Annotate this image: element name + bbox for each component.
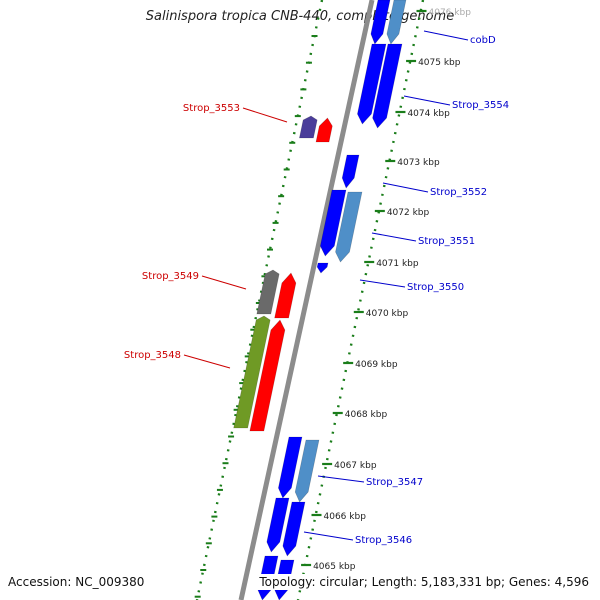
gene-label-strop_3547: Strop_3547 bbox=[366, 477, 423, 488]
gene-leader-line bbox=[183, 354, 231, 369]
kbp-label: 4076 kbp bbox=[429, 8, 472, 18]
gene-strop-3553 bbox=[315, 117, 333, 143]
gene-leader-line bbox=[382, 182, 429, 193]
gene-label-strop_3548: Strop_3548 bbox=[124, 350, 181, 361]
tick-track-left bbox=[195, 0, 324, 600]
gene-strop-3549-a bbox=[256, 269, 280, 315]
gene-cobD-b bbox=[386, 0, 407, 45]
gene-leader-line bbox=[403, 95, 451, 106]
gene-label-strop_3551: Strop_3551 bbox=[418, 236, 475, 247]
kbp-label: 4066 kbp bbox=[324, 512, 367, 522]
gene-strop-3551-a bbox=[320, 189, 347, 257]
gene-label-strop_3552: Strop_3552 bbox=[430, 187, 487, 198]
genome-backbone bbox=[238, 0, 375, 600]
gene-strop-3548-a bbox=[233, 315, 271, 429]
gene-strop-3546-a bbox=[266, 497, 290, 553]
gene-strop-3551 bbox=[335, 191, 363, 263]
gene-strop-3550 bbox=[316, 262, 329, 274]
gene-strop-3547 bbox=[294, 439, 320, 503]
tick-track-right bbox=[296, 0, 425, 600]
kbp-label: 4071 kbp bbox=[376, 259, 419, 269]
gene-strop-3554-a bbox=[357, 43, 387, 125]
gene-strop-3552 bbox=[341, 154, 360, 189]
gene-strop-3546 bbox=[282, 501, 306, 557]
gene-label-strop_3546: Strop_3546 bbox=[355, 535, 412, 546]
gene-strop-3553-a bbox=[299, 115, 318, 139]
gene-leader-line bbox=[423, 30, 469, 41]
kbp-label: 4068 kbp bbox=[345, 410, 388, 420]
kbp-label: 4074 kbp bbox=[407, 109, 450, 119]
gene-label-strop_3554: Strop_3554 bbox=[452, 100, 509, 111]
topology-label: Topology: circular; Length: 5,183,331 bp… bbox=[256, 574, 592, 590]
gene-label-strop_3553: Strop_3553 bbox=[183, 103, 240, 114]
kbp-label: 4075 kbp bbox=[418, 58, 461, 68]
accession-label: Accession: NC_009380 bbox=[5, 574, 148, 590]
gene-leader-line bbox=[242, 107, 288, 123]
kbp-label: 4067 kbp bbox=[334, 461, 377, 471]
gene-leader-line bbox=[317, 475, 365, 483]
kbp-label: 4070 kbp bbox=[366, 309, 409, 319]
gene-strop-3554 bbox=[372, 43, 403, 129]
gene-leader-line bbox=[201, 275, 247, 290]
kbp-label: 4065 kbp bbox=[313, 562, 356, 572]
gene-strop-3547-a bbox=[278, 436, 303, 499]
gene-strop-3549 bbox=[274, 272, 297, 319]
gene-label-cobd: cobD bbox=[470, 35, 496, 46]
kbp-label: 4072 kbp bbox=[387, 208, 430, 218]
gene-label-strop_3549: Strop_3549 bbox=[142, 271, 199, 282]
gene-cobD bbox=[370, 0, 391, 45]
gene-leader-line bbox=[359, 279, 406, 288]
gene-strop-3548 bbox=[249, 319, 286, 432]
kbp-label: 4073 kbp bbox=[397, 158, 440, 168]
gene-leader-line bbox=[371, 232, 417, 242]
gene-label-strop_3550: Strop_3550 bbox=[407, 282, 464, 293]
kbp-label: 4069 kbp bbox=[355, 360, 398, 370]
gene-leader-line bbox=[303, 531, 354, 541]
